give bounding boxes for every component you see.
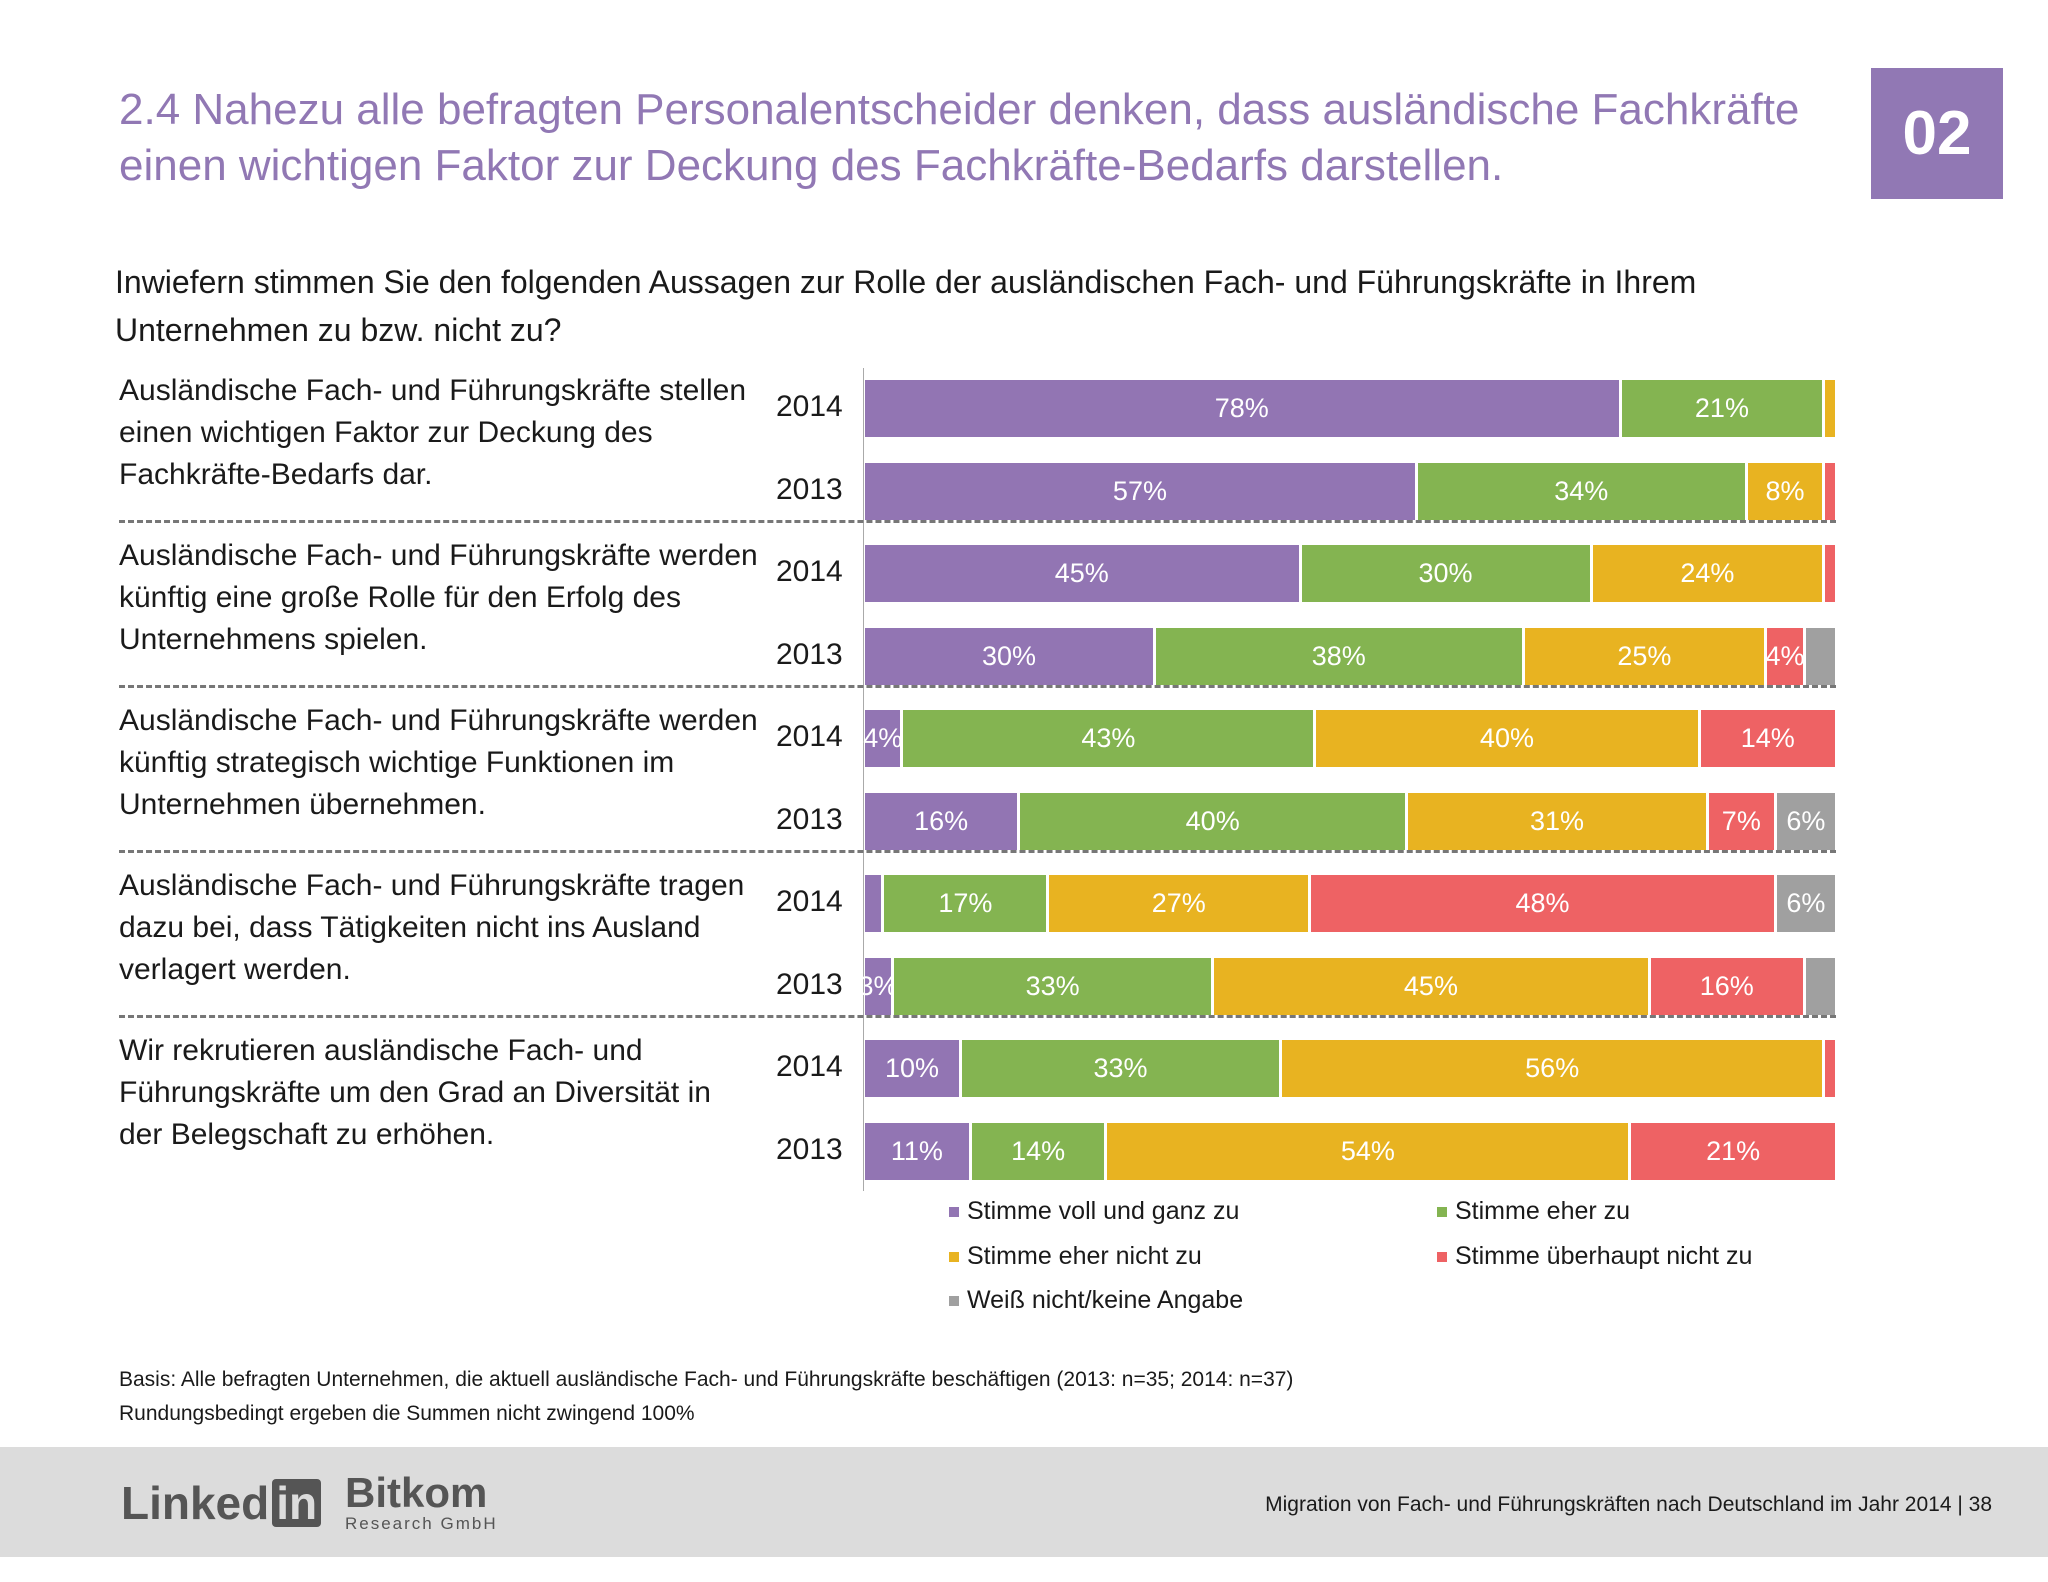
bar-segment: 11% xyxy=(865,1122,972,1180)
bar-segment: 78% xyxy=(865,380,1622,437)
bar-segment: 17% xyxy=(884,875,1050,932)
bar-segment: 27% xyxy=(1049,875,1312,932)
bar-segment: 45% xyxy=(1214,957,1651,1015)
bar-row: 57% 34% 8% xyxy=(865,462,1835,520)
bar-segment: 21% xyxy=(1631,1122,1835,1180)
bar-row: 17% 27% 48% 6% xyxy=(865,875,1835,932)
legend-label: Stimme überhaupt nicht zu xyxy=(1455,1242,1753,1270)
legend-swatch xyxy=(949,1295,959,1306)
bar-segment xyxy=(1825,1040,1835,1097)
bar-segment: 4% xyxy=(1765,627,1806,685)
bar-row: 10% 33% 56% xyxy=(865,1040,1835,1097)
legend-label: Stimme eher nicht zu xyxy=(967,1242,1202,1270)
bar-row: 78% 21% xyxy=(865,380,1835,437)
bar-segment: 16% xyxy=(865,792,1021,850)
bar-segment: 4% xyxy=(863,710,904,767)
bar-segment: 48% xyxy=(1311,875,1777,932)
bar-segment xyxy=(1805,957,1835,1015)
bitkom-logo: Bitkom Research GmbH xyxy=(345,1472,498,1534)
statement-label: Wir rekrutieren ausländische Fach- und F… xyxy=(119,1034,711,1151)
legend-item: Stimme voll und ganz zu xyxy=(949,1197,1239,1226)
bar-segment xyxy=(1805,627,1835,685)
bar-segment: 30% xyxy=(1301,545,1593,602)
section-badge: 02 xyxy=(1871,68,2003,199)
survey-question: Inwiefern stimmen Sie den folgenden Auss… xyxy=(115,264,1697,348)
legend-swatch xyxy=(1437,1251,1447,1262)
bar-segment: 24% xyxy=(1592,545,1826,602)
group-divider xyxy=(119,850,1836,853)
footer-text: Migration von Fach- und Führungskräften … xyxy=(1265,1493,1992,1516)
statement-label: Ausländische Fach- und Führungskräfte tr… xyxy=(119,869,745,986)
bar-segment: 43% xyxy=(903,710,1317,767)
bar-segment: 14% xyxy=(1700,710,1835,767)
year-label: 2014 xyxy=(776,885,843,918)
group-divider xyxy=(119,685,1836,688)
group-divider xyxy=(119,520,1836,523)
year-label: 2013 xyxy=(776,802,843,836)
bar-row: 4% 43% 40% 14% xyxy=(863,710,1835,767)
page-title: 2.4 Nahezu alle befragten Personalentsch… xyxy=(119,85,1800,190)
legend-label: Stimme eher zu xyxy=(1455,1197,1631,1225)
year-label: 2013 xyxy=(776,967,843,1001)
footnote-basis: Basis: Alle befragten Unternehmen, die a… xyxy=(119,1368,1294,1391)
statement-label: Ausländische Fach- und Führungskräfte st… xyxy=(119,374,747,491)
bar-segment xyxy=(865,875,885,932)
bar-segment: 54% xyxy=(1107,1122,1632,1180)
footer-bar xyxy=(0,1447,2048,1557)
bar-segment: 3% xyxy=(859,957,898,1015)
bar-row: 16% 40% 31% 7% 6% xyxy=(865,792,1835,850)
bar-row: 45% 30% 24% xyxy=(865,545,1835,602)
bar-segment: 38% xyxy=(1156,627,1525,685)
year-label: 2014 xyxy=(776,390,843,423)
bar-segment: 8% xyxy=(1747,462,1826,520)
bar-segment: 56% xyxy=(1282,1040,1826,1097)
bar-segment xyxy=(1825,380,1835,437)
legend-swatch xyxy=(1437,1206,1447,1217)
chart-axis-line xyxy=(863,368,864,1191)
bar-segment: 16% xyxy=(1650,957,1806,1015)
legend-item: Stimme eher nicht zu xyxy=(949,1242,1202,1271)
year-label: 2014 xyxy=(776,555,843,588)
bar-segment: 7% xyxy=(1708,792,1777,850)
year-label: 2013 xyxy=(776,1132,843,1166)
bar-segment xyxy=(1825,462,1835,520)
year-label: 2013 xyxy=(776,472,843,506)
bitkom-logo-subtext: Research GmbH xyxy=(345,1514,498,1533)
group-divider xyxy=(119,1015,1836,1018)
bar-row: 11% 14% 54% 21% xyxy=(865,1122,1835,1180)
legend-label: Weiß nicht/keine Angabe xyxy=(967,1286,1244,1314)
bar-segment: 21% xyxy=(1621,380,1826,437)
year-label: 2014 xyxy=(776,720,843,753)
year-label: 2013 xyxy=(776,637,843,671)
statement-label: Ausländische Fach- und Führungskräfte we… xyxy=(119,704,758,821)
statement-label: Ausländische Fach- und Führungskräfte we… xyxy=(119,539,758,656)
legend-item: Stimme eher zu xyxy=(1437,1197,1630,1226)
bar-segment: 40% xyxy=(1316,710,1701,767)
bar-segment xyxy=(1825,545,1835,602)
bar-segment: 33% xyxy=(962,1040,1283,1097)
year-label: 2014 xyxy=(776,1050,843,1083)
bar-segment: 14% xyxy=(971,1122,1108,1180)
bar-segment: 10% xyxy=(865,1040,962,1097)
bar-row: 3% 33% 45% 16% xyxy=(859,957,1835,1015)
legend-item: Stimme überhaupt nicht zu xyxy=(1437,1242,1752,1271)
bar-segment: 6% xyxy=(1776,792,1835,850)
bar-segment: 31% xyxy=(1408,792,1709,850)
bar-segment: 6% xyxy=(1776,875,1835,932)
bar-segment: 45% xyxy=(865,545,1302,602)
legend-item: Weiß nicht/keine Angabe xyxy=(949,1286,1243,1315)
bar-segment: 34% xyxy=(1417,462,1748,520)
linkedin-logo: Linked in xyxy=(121,1476,322,1530)
bitkom-logo-text: Bitkom xyxy=(345,1469,488,1516)
legend-swatch xyxy=(949,1206,959,1217)
footnote-rounding: Rundungsbedingt ergeben die Summen nicht… xyxy=(119,1402,695,1425)
bar-segment: 25% xyxy=(1524,627,1768,685)
bar-row: 30% 38% 25% 4% xyxy=(865,627,1835,685)
bar-segment: 40% xyxy=(1020,792,1409,850)
legend-label: Stimme voll und ganz zu xyxy=(967,1197,1240,1225)
legend-swatch xyxy=(949,1251,959,1262)
bar-segment: 30% xyxy=(865,627,1156,685)
bar-segment: 33% xyxy=(894,957,1215,1015)
bar-segment: 57% xyxy=(865,462,1418,520)
